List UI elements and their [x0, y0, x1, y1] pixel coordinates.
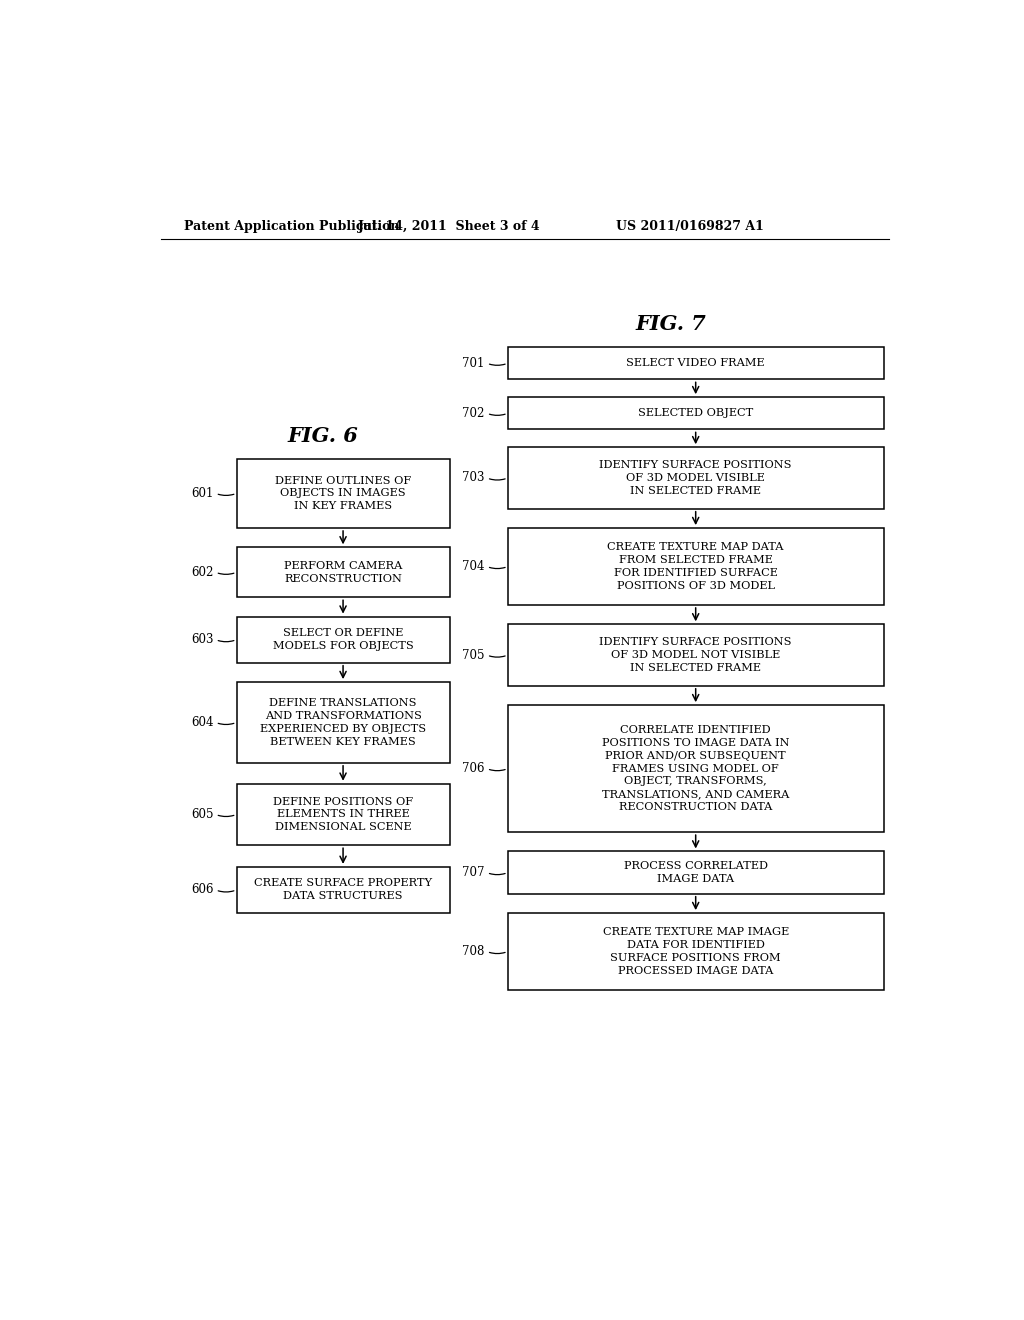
- Text: FIG. 7: FIG. 7: [635, 314, 706, 334]
- Text: DEFINE OUTLINES OF
OBJECTS IN IMAGES
IN KEY FRAMES: DEFINE OUTLINES OF OBJECTS IN IMAGES IN …: [274, 475, 412, 511]
- Text: 708: 708: [462, 945, 484, 958]
- Bar: [508, 851, 884, 894]
- Text: 605: 605: [190, 808, 213, 821]
- Text: 705: 705: [462, 648, 484, 661]
- Text: 601: 601: [190, 487, 213, 500]
- Bar: [237, 867, 450, 913]
- Text: PERFORM CAMERA
RECONSTRUCTION: PERFORM CAMERA RECONSTRUCTION: [284, 561, 402, 583]
- Text: US 2011/0169827 A1: US 2011/0169827 A1: [615, 219, 764, 232]
- Text: 706: 706: [462, 762, 484, 775]
- Bar: [237, 784, 450, 845]
- Bar: [508, 528, 884, 605]
- Bar: [237, 616, 450, 663]
- Text: CREATE SURFACE PROPERTY
DATA STRUCTURES: CREATE SURFACE PROPERTY DATA STRUCTURES: [254, 879, 432, 902]
- Text: 603: 603: [190, 634, 213, 647]
- Text: CREATE TEXTURE MAP IMAGE
DATA FOR IDENTIFIED
SURFACE POSITIONS FROM
PROCESSED IM: CREATE TEXTURE MAP IMAGE DATA FOR IDENTI…: [602, 927, 788, 975]
- Text: 604: 604: [190, 715, 213, 729]
- Bar: [508, 913, 884, 990]
- Text: 702: 702: [462, 407, 484, 420]
- Bar: [237, 548, 450, 598]
- Text: SELECT VIDEO FRAME: SELECT VIDEO FRAME: [627, 358, 765, 368]
- Text: IDENTIFY SURFACE POSITIONS
OF 3D MODEL NOT VISIBLE
IN SELECTED FRAME: IDENTIFY SURFACE POSITIONS OF 3D MODEL N…: [599, 638, 792, 673]
- Text: SELECTED OBJECT: SELECTED OBJECT: [638, 408, 754, 418]
- Text: CREATE TEXTURE MAP DATA
FROM SELECTED FRAME
FOR IDENTIFIED SURFACE
POSITIONS OF : CREATE TEXTURE MAP DATA FROM SELECTED FR…: [607, 543, 784, 591]
- Bar: [237, 682, 450, 763]
- Text: Jul. 14, 2011  Sheet 3 of 4: Jul. 14, 2011 Sheet 3 of 4: [358, 219, 541, 232]
- Text: 606: 606: [190, 883, 213, 896]
- Text: Patent Application Publication: Patent Application Publication: [183, 219, 399, 232]
- Text: 701: 701: [462, 356, 484, 370]
- Text: 602: 602: [190, 566, 213, 578]
- Text: 707: 707: [462, 866, 484, 879]
- Bar: [508, 624, 884, 686]
- Bar: [237, 459, 450, 528]
- Text: IDENTIFY SURFACE POSITIONS
OF 3D MODEL VISIBLE
IN SELECTED FRAME: IDENTIFY SURFACE POSITIONS OF 3D MODEL V…: [599, 461, 792, 496]
- Bar: [508, 705, 884, 832]
- Text: CORRELATE IDENTIFIED
POSITIONS TO IMAGE DATA IN
PRIOR AND/OR SUBSEQUENT
FRAMES U: CORRELATE IDENTIFIED POSITIONS TO IMAGE …: [602, 725, 790, 812]
- Text: PROCESS CORRELATED
IMAGE DATA: PROCESS CORRELATED IMAGE DATA: [624, 861, 768, 884]
- Text: 704: 704: [462, 560, 484, 573]
- Text: DEFINE POSITIONS OF
ELEMENTS IN THREE
DIMENSIONAL SCENE: DEFINE POSITIONS OF ELEMENTS IN THREE DI…: [273, 797, 413, 832]
- Bar: [508, 397, 884, 429]
- Bar: [508, 447, 884, 508]
- Text: SELECT OR DEFINE
MODELS FOR OBJECTS: SELECT OR DEFINE MODELS FOR OBJECTS: [272, 628, 414, 651]
- Text: FIG. 6: FIG. 6: [288, 425, 358, 446]
- Text: DEFINE TRANSLATIONS
AND TRANSFORMATIONS
EXPERIENCED BY OBJECTS
BETWEEN KEY FRAME: DEFINE TRANSLATIONS AND TRANSFORMATIONS …: [260, 698, 426, 747]
- Bar: [508, 347, 884, 379]
- Text: 703: 703: [462, 471, 484, 484]
